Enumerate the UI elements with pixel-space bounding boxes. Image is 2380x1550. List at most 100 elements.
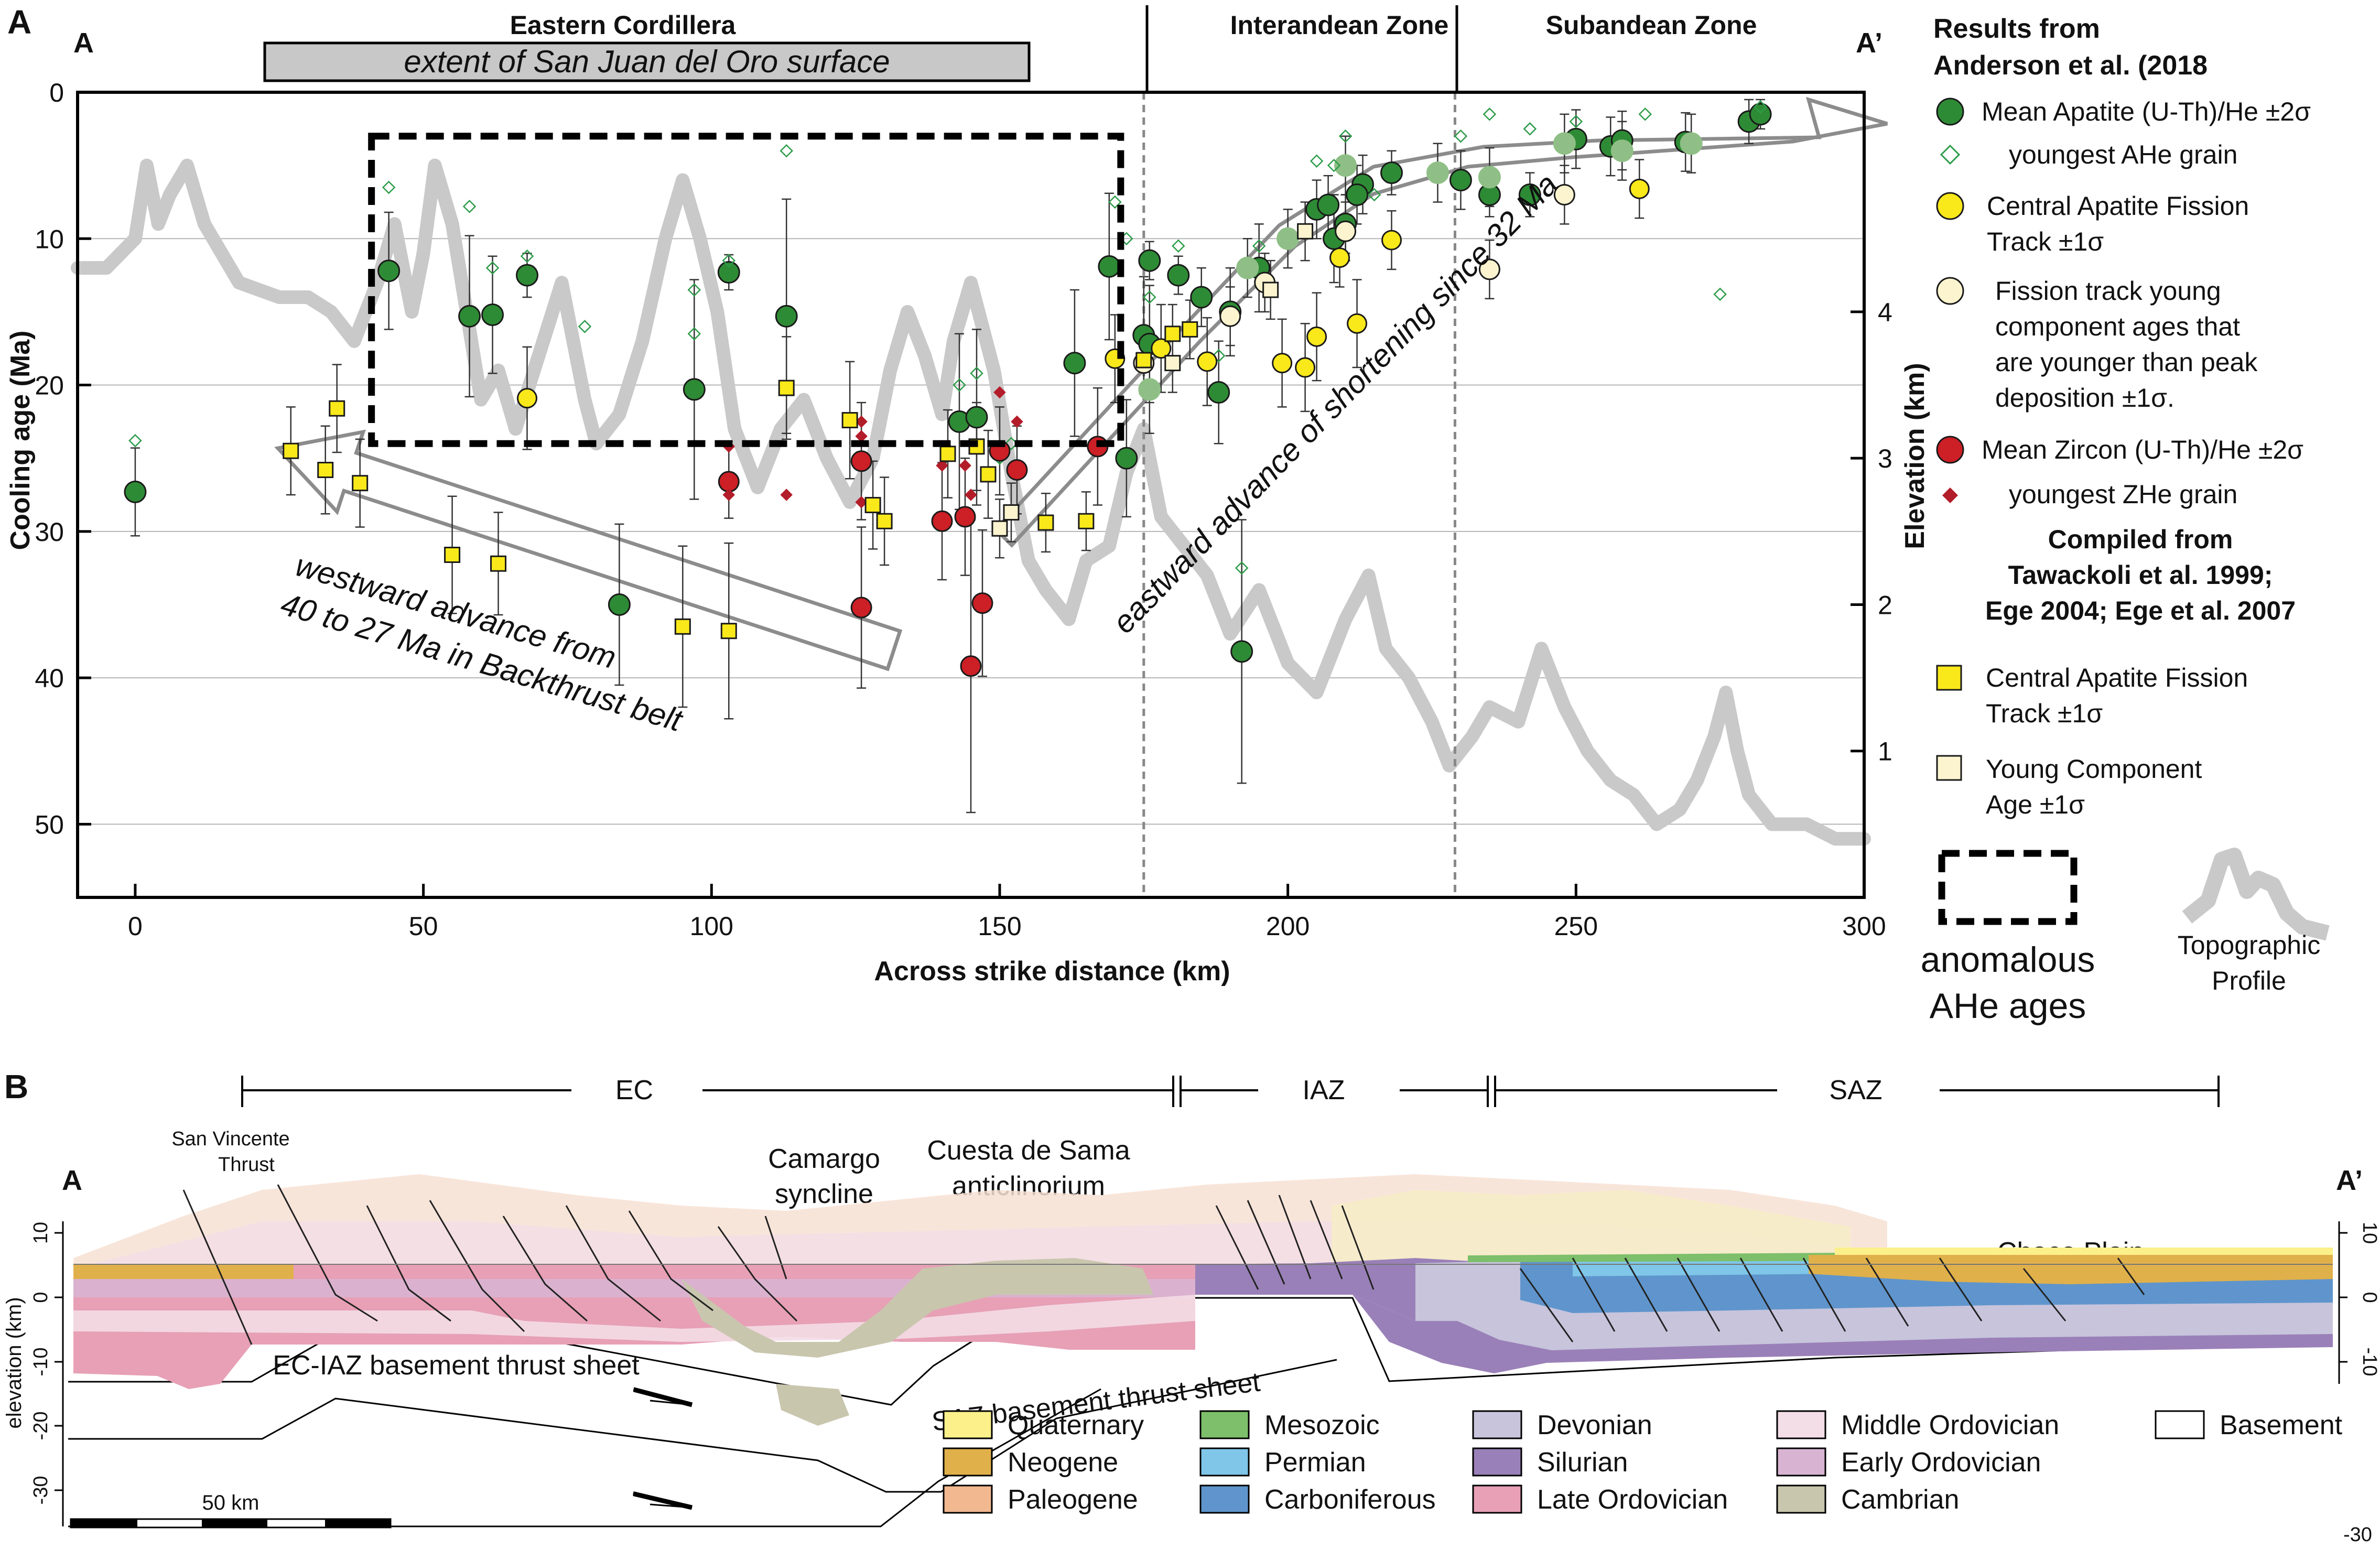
cuesta-label-1: Cuesta de Sama xyxy=(927,1135,1130,1166)
circle-cream-point xyxy=(1478,258,1500,280)
diamond-open-green-point xyxy=(485,261,500,275)
ec-iaz-sheet-label: EC-IAZ basement thrust sheet xyxy=(273,1350,640,1381)
panel-b-label: B xyxy=(4,1068,28,1105)
diamond-open-green-point xyxy=(722,254,736,267)
square-yellow-point xyxy=(1182,321,1198,338)
circle-cream-point xyxy=(1335,220,1357,242)
circle-lightgreen-point xyxy=(1334,154,1357,177)
left-tick-10: 10 xyxy=(30,1222,52,1244)
legend-label-devonian: Devonian xyxy=(1537,1410,1652,1440)
legend-ftyoung-marker xyxy=(1936,277,1964,305)
legend-ftyoung-1: Fission track young xyxy=(1995,276,2221,306)
square-yellow-point xyxy=(1037,514,1054,531)
diamond-open-green-point xyxy=(1252,239,1266,253)
square-cream-point xyxy=(991,520,1008,537)
region-scale: EC IAZ SAZ xyxy=(241,1075,2220,1107)
slip-arrow-1 xyxy=(650,1401,692,1405)
diamond-open-green-point xyxy=(1211,349,1226,363)
legend-yca-2: Age ±1σ xyxy=(1986,790,2085,819)
legend-swatch-mesozoic xyxy=(1199,1410,1250,1439)
circle-green-point xyxy=(608,593,631,616)
diamond-open-green-point xyxy=(1454,129,1468,143)
diamond-open-green-point xyxy=(687,283,701,297)
diamond-red-point xyxy=(959,459,971,472)
diamond-open-green-point xyxy=(1327,158,1341,172)
diamond-red-point xyxy=(993,386,1006,399)
diamond-open-green-point xyxy=(953,378,966,392)
region-saz: SAZ xyxy=(1829,1075,1882,1105)
region-iaz: IAZ xyxy=(1303,1075,1345,1105)
circle-lightgreen-point xyxy=(1610,139,1633,162)
basal-detachment xyxy=(68,1388,1101,1527)
square-yellow-point xyxy=(1078,513,1095,529)
legend-swatch-early-ordovician xyxy=(1776,1447,1826,1477)
legend-caft-2: Track ±1σ xyxy=(1986,699,2103,728)
legend-yca-marker xyxy=(1936,755,1962,781)
circle-lightgreen-point xyxy=(1236,256,1259,279)
legend-mean-ahe-marker xyxy=(1936,97,1964,126)
scale-bar-label: 50 km xyxy=(202,1491,259,1514)
topo-line xyxy=(71,158,1871,846)
square-yellow-point xyxy=(841,412,858,429)
circle-red-point xyxy=(954,506,976,528)
y-tick-label: 30 xyxy=(35,517,64,547)
circle-yellow-point xyxy=(1329,247,1350,268)
legend-label-late-ordovician: Late Ordovician xyxy=(1537,1484,1728,1515)
x-tick-label: 150 xyxy=(978,912,1021,941)
stratigraphy-legend: Quaternary Neogene Paleogene Mesozoic Permia… xyxy=(943,1410,2343,1515)
circle-green-point xyxy=(1098,255,1121,278)
legend-swatch-late-ordovician xyxy=(1472,1484,1522,1514)
y-tick-label: 40 xyxy=(35,664,64,693)
diamond-open-green-point xyxy=(780,144,793,158)
diamond-red-point xyxy=(722,489,735,501)
circle-green-point xyxy=(1749,103,1772,126)
circle-yellow-point xyxy=(1347,313,1368,334)
square-yellow-point xyxy=(329,400,345,417)
legend-caft-1: Central Apatite Fission xyxy=(1986,663,2248,692)
diamond-red-point xyxy=(965,489,977,501)
legend-aft-2: Track ±1σ xyxy=(1987,227,2104,256)
circle-green-point xyxy=(515,264,538,287)
diamond-open-green-point xyxy=(1483,107,1497,121)
x-tick-label: 100 xyxy=(690,912,733,941)
legend-caft-marker xyxy=(1936,665,1962,691)
square-yellow-point xyxy=(490,555,507,572)
legend-label-carboniferous: Carboniferous xyxy=(1264,1484,1436,1515)
diamond-open-green-point xyxy=(462,200,477,213)
saz-neogene xyxy=(1809,1255,2333,1284)
section-start-b: A xyxy=(62,1165,82,1196)
legend-yca-1: Young Component xyxy=(1986,754,2202,784)
circle-green-point xyxy=(124,480,147,503)
y2-axis-title: Elevation (km) xyxy=(1900,363,1930,549)
plot-frame xyxy=(76,91,1866,899)
legend-swatch-silurian xyxy=(1472,1447,1522,1477)
y2-tick-label: 4 xyxy=(1878,298,1892,327)
diamond-open-green-point xyxy=(1338,129,1353,143)
circle-green-point xyxy=(1138,249,1161,272)
diamond-open-green-point xyxy=(1638,107,1652,121)
circle-green-point xyxy=(377,259,401,283)
square-cream-point xyxy=(1164,355,1181,372)
san-vincente-label-2: Thrust xyxy=(218,1154,275,1176)
legend-anomalous-box xyxy=(1938,850,2078,925)
diamond-open-green-point xyxy=(687,327,701,341)
scale-bar: 50 km xyxy=(70,1491,392,1529)
legend-label-cambrian: Cambrian xyxy=(1841,1484,1959,1515)
x-axis-title: Across strike distance (km) xyxy=(874,956,1230,987)
x-tick-label: 0 xyxy=(128,912,143,941)
diamond-open-green-point xyxy=(1523,122,1537,136)
left-tick-m20: -20 xyxy=(30,1412,52,1440)
diamond-open-green-point xyxy=(520,250,534,263)
topographic-profile xyxy=(71,158,1871,846)
circle-green-point xyxy=(1518,183,1541,206)
basement-thrust-line-lower xyxy=(68,1359,1337,1493)
square-yellow-point xyxy=(939,446,956,462)
y2-tick-label: 3 xyxy=(1878,444,1892,473)
diamond-open-green-point xyxy=(1310,154,1324,168)
legend-compiled-3: Ege 2004; Ege et al. 2007 xyxy=(1985,596,2296,625)
square-yellow-point xyxy=(352,475,369,492)
circle-lightgreen-point xyxy=(1478,166,1501,189)
legend-young-ahe-marker xyxy=(1940,144,1961,165)
legend-topo-1: Topographic xyxy=(2178,930,2320,960)
